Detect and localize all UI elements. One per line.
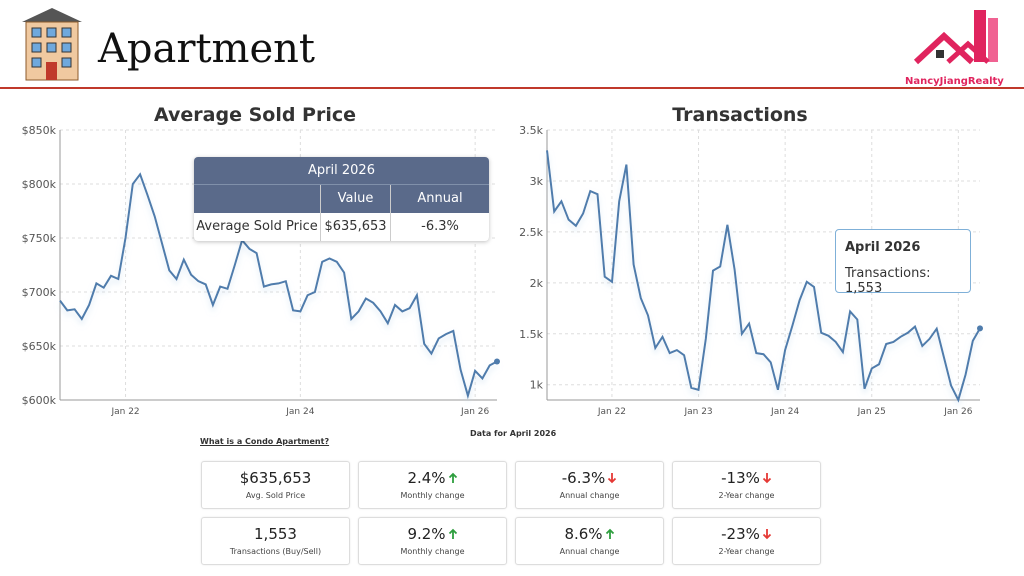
x-tick-label: Jan 22 bbox=[597, 407, 626, 417]
chart-title: Average Sold Price bbox=[154, 104, 356, 126]
trend-up-arrow bbox=[605, 528, 614, 539]
tooltip-text: Transactions: 1,553 bbox=[845, 266, 931, 296]
tooltip: April 2026 Value Annual Change Average So… bbox=[194, 157, 489, 241]
stat-value: 2.4% bbox=[407, 469, 446, 487]
stat-label: 2-Year change bbox=[718, 491, 775, 500]
y-tick-label: $700k bbox=[22, 286, 57, 299]
data-note: Data for April 2026 bbox=[470, 429, 557, 438]
stat-value: -23% bbox=[721, 525, 760, 543]
stat-label: Transactions (Buy/Sell) bbox=[229, 547, 322, 556]
y-tick-label: 2.5k bbox=[519, 226, 543, 239]
info-link[interactable]: What is a Condo Apartment? bbox=[200, 437, 330, 446]
y-tick-label: $850k bbox=[22, 124, 57, 137]
stat-value-row: 2.4% bbox=[359, 469, 506, 487]
brand-logo bbox=[913, 10, 998, 65]
chart-title: Transactions bbox=[672, 104, 807, 126]
y-tick-label: 1.5k bbox=[519, 328, 543, 341]
data-line bbox=[59, 172, 498, 400]
stat-label: Monthly change bbox=[400, 491, 465, 500]
y-tick-label: 3k bbox=[530, 175, 544, 188]
tooltip-column: Value bbox=[320, 185, 390, 213]
stat-card: -6.3% Annual change bbox=[515, 461, 664, 509]
stat-value: -6.3% bbox=[561, 469, 606, 487]
y-tick-label: 2k bbox=[530, 277, 544, 290]
charts: Average Sold Price $600k $650k $700k $750k $8… bbox=[22, 104, 983, 417]
brand-name: NancyJiangRealty bbox=[905, 76, 1004, 87]
tooltip-column: Annual Change bbox=[390, 185, 489, 234]
stat-value-row: -6.3% bbox=[516, 469, 663, 487]
stat-value: 8.6% bbox=[564, 525, 603, 543]
y-tick-label: 1k bbox=[530, 379, 544, 392]
trend-up-arrow bbox=[448, 472, 457, 483]
x-tick-label: Jan 26 bbox=[943, 407, 972, 417]
stat-value-row: 1,553 bbox=[202, 525, 349, 543]
trend-down-arrow bbox=[762, 473, 772, 484]
tooltip-cell: -6.3% bbox=[390, 213, 489, 241]
tooltip-title: April 2026 bbox=[845, 240, 921, 255]
tooltip-cell: Average Sold Price bbox=[196, 219, 318, 234]
stat-value-row: -23% bbox=[673, 525, 820, 543]
last-point bbox=[977, 325, 983, 332]
x-tick-label: Jan 26 bbox=[460, 407, 489, 417]
stat-label: Avg. Sold Price bbox=[245, 491, 306, 500]
stat-value-row: -13% bbox=[673, 469, 820, 487]
stat-card: $635,653 Avg. Sold Price bbox=[201, 461, 350, 509]
stat-card: 1,553 Transactions (Buy/Sell) bbox=[201, 517, 350, 565]
trend-down-arrow bbox=[608, 473, 617, 484]
x-tick-label: Jan 24 bbox=[770, 407, 799, 417]
stat-value-row: $635,653 bbox=[202, 469, 349, 487]
stat-label: Annual change bbox=[559, 491, 620, 500]
stat-card: 2.4% Monthly change bbox=[358, 461, 507, 509]
x-tick-label: Jan 23 bbox=[683, 407, 712, 417]
header-rule bbox=[0, 87, 1024, 89]
building-icon bbox=[22, 8, 82, 81]
stat-label: 2-Year change bbox=[718, 547, 775, 556]
x-tick-label: Jan 24 bbox=[285, 407, 314, 417]
stat-value: $635,653 bbox=[239, 469, 312, 487]
y-tick-label: $750k bbox=[22, 232, 57, 245]
y-tick-label: 3.5k bbox=[519, 124, 543, 137]
stat-value-row: 8.6% bbox=[516, 525, 663, 543]
tooltip-cell: $635,653 bbox=[320, 213, 390, 241]
stat-card: 8.6% Annual change bbox=[515, 517, 664, 565]
stat-card: 9.2% Monthly change bbox=[358, 517, 507, 565]
stat-value-row: 9.2% bbox=[359, 525, 506, 543]
trend-down-arrow bbox=[762, 529, 772, 540]
stat-value: -13% bbox=[721, 469, 760, 487]
stat-value: 1,553 bbox=[254, 525, 297, 543]
trend-up-arrow bbox=[448, 528, 457, 539]
x-tick-label: Jan 22 bbox=[110, 407, 139, 417]
stat-card: -13% 2-Year change bbox=[672, 461, 821, 509]
x-tick-label: Jan 25 bbox=[857, 407, 886, 417]
last-point bbox=[494, 358, 500, 365]
stat-label: Annual change bbox=[559, 547, 620, 556]
y-tick-label: $600k bbox=[22, 394, 57, 407]
tooltip: April 2026 Transactions: 1,553 bbox=[835, 229, 971, 296]
y-tick-label: $800k bbox=[22, 178, 57, 191]
tooltip-title: April 2026 bbox=[194, 157, 489, 184]
data-line bbox=[546, 150, 981, 403]
stat-value: 9.2% bbox=[407, 525, 446, 543]
stat-label: Monthly change bbox=[400, 547, 465, 556]
y-tick-label: $650k bbox=[22, 340, 57, 353]
page-title: Apartment bbox=[98, 26, 315, 72]
stat-card: -23% 2-Year change bbox=[672, 517, 821, 565]
